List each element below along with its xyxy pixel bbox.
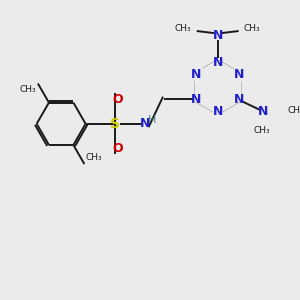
Text: CH₃: CH₃ xyxy=(244,24,260,33)
Text: H: H xyxy=(148,115,156,125)
Text: O: O xyxy=(112,93,123,106)
Text: N: N xyxy=(234,93,244,106)
Text: CH₃: CH₃ xyxy=(85,153,102,162)
Text: CH₃: CH₃ xyxy=(287,106,300,115)
Text: N: N xyxy=(212,29,223,42)
Text: N: N xyxy=(191,68,202,81)
Text: CH₃: CH₃ xyxy=(253,126,270,135)
Text: N: N xyxy=(140,117,150,130)
Text: CH₃: CH₃ xyxy=(20,85,36,94)
Text: S: S xyxy=(110,117,120,131)
Text: O: O xyxy=(112,142,123,154)
Text: N: N xyxy=(234,68,244,81)
Text: N: N xyxy=(191,93,202,106)
Text: N: N xyxy=(212,105,223,118)
Text: CH₃: CH₃ xyxy=(175,24,191,33)
Text: N: N xyxy=(258,105,268,118)
Text: N: N xyxy=(212,56,223,69)
